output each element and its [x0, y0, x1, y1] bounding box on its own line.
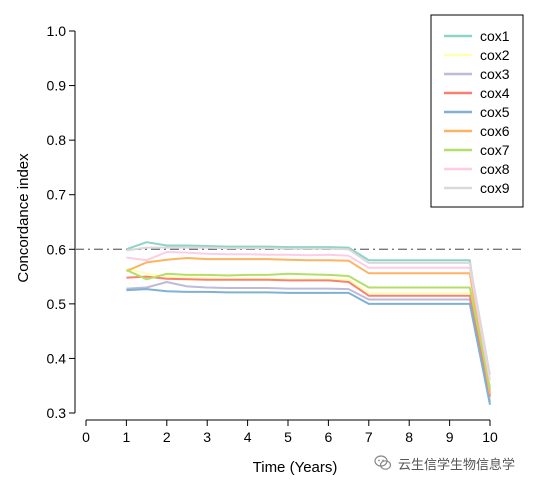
y-tick-label: 1.0: [47, 23, 67, 39]
y-tick-label: 0.6: [47, 241, 67, 257]
x-tick-label: 6: [325, 429, 333, 445]
watermark: 云生信学生物信息学: [374, 452, 515, 474]
y-tick-label: 0.8: [47, 132, 67, 148]
x-tick-label: 9: [446, 429, 454, 445]
series-line-cox9: [126, 246, 491, 375]
x-tick-label: 10: [482, 429, 498, 445]
x-tick-label: 1: [123, 429, 131, 445]
y-axis-title: Concordance index: [15, 153, 32, 283]
y-tick-label: 0.4: [47, 350, 67, 366]
legend-label-cox3: cox3: [480, 66, 510, 82]
y-tick-label: 0.9: [47, 78, 67, 94]
legend: cox1 cox2 cox3 cox4 cox5 cox6 cox7 cox8 cox9: [430, 14, 524, 208]
legend-label-cox2: cox2: [480, 47, 510, 63]
x-tick-label: 0: [82, 429, 90, 445]
legend-label-cox7: cox7: [480, 142, 510, 158]
legend-label-cox5: cox5: [480, 104, 510, 120]
axes: 0.3 0.4 0.5 0.6 0.7 0.8 0.9 1.0 0 1 2 3 4 5 6 7 8 9 10: [47, 23, 498, 445]
legend-label-cox8: cox8: [480, 161, 510, 177]
series-line-cox6: [126, 257, 491, 395]
series-line-cox1: [126, 241, 491, 403]
x-axis-title: Time (Years): [253, 459, 338, 476]
legend-label-cox6: cox6: [480, 123, 510, 139]
y-tick-label: 0.5: [47, 296, 67, 312]
x-tick-label: 2: [163, 429, 171, 445]
legend-label-cox9: cox9: [480, 180, 510, 196]
x-tick-label: 7: [365, 429, 373, 445]
x-tick-label: 5: [284, 429, 292, 445]
series-line-cox4: [126, 275, 491, 397]
series-group: [125, 241, 491, 405]
watermark-text: 云生信学生物信息学: [398, 457, 516, 473]
legend-label-cox4: cox4: [480, 85, 510, 101]
series-line-cox7: [125, 269, 491, 389]
x-tick-label: 3: [203, 429, 211, 445]
x-tick-label: 4: [244, 429, 252, 445]
legend-label-cox1: cox1: [480, 28, 510, 44]
x-tick-label: 8: [405, 429, 413, 445]
series-line-cox2: [126, 267, 491, 386]
y-tick-label: 0.3: [47, 405, 67, 421]
series-line-cox3: [126, 281, 491, 392]
series-line-cox8: [126, 251, 491, 381]
wechat-icon: [374, 455, 392, 470]
series-line-cox5: [126, 288, 491, 405]
y-tick-label: 0.7: [47, 187, 67, 203]
